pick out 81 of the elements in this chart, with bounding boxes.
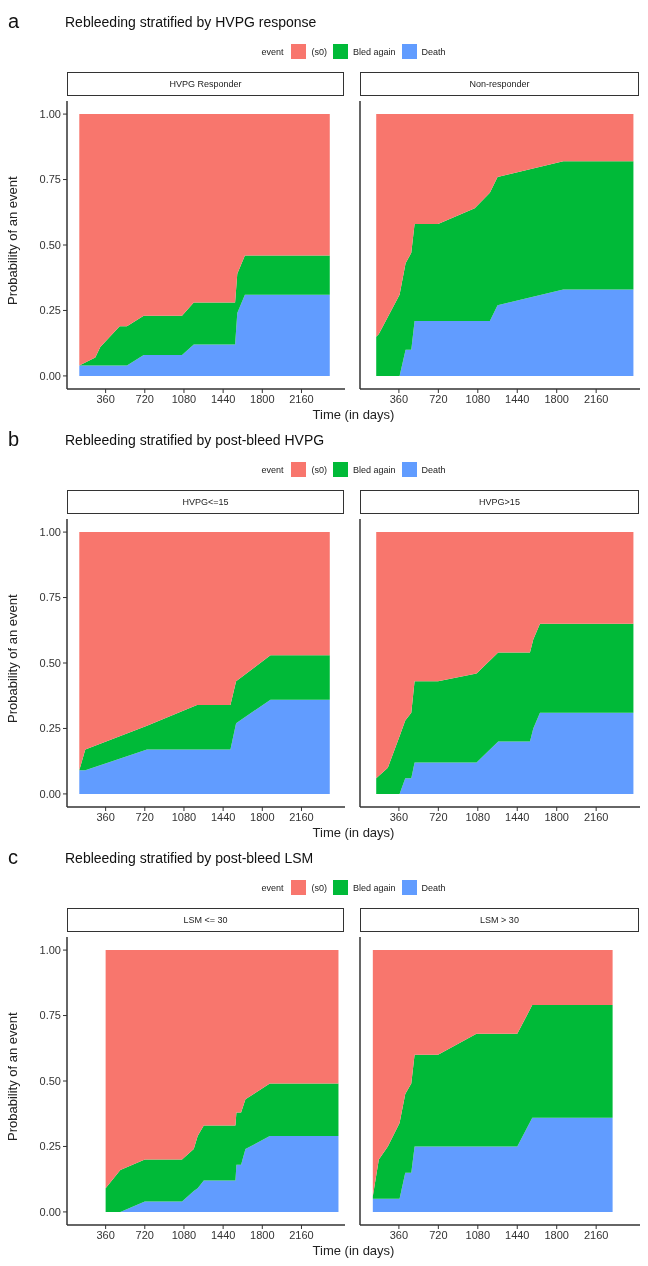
legend-title: event	[261, 46, 284, 57]
y-axis-title: Probability of an event	[4, 1011, 20, 1141]
y-tick-label: 0.75	[39, 1009, 61, 1022]
chart-title: Rebleeding stratified by post-bleed LSM	[65, 850, 314, 866]
legend-label: Bled again	[352, 882, 396, 893]
x-tick-label: 1440	[210, 1228, 236, 1241]
x-tick-label: 2160	[583, 1228, 609, 1241]
chart-subtitle: LSM <= 30	[67, 908, 344, 932]
x-tick-label: 2160	[289, 1228, 314, 1241]
x-tick-label: 1080	[465, 810, 491, 823]
chart-subtitle: HVPG<=15	[67, 490, 344, 514]
y-tick-label: 0.50	[39, 1074, 61, 1087]
legend-title: event	[261, 882, 284, 893]
x-tick-label: 1080	[465, 392, 491, 405]
x-tick-label: 2160	[583, 810, 609, 823]
x-tick-label: 1800	[544, 810, 569, 823]
x-tick-label: 720	[429, 810, 448, 823]
x-tick-label: 1080	[465, 1228, 491, 1241]
legend-label: Bled again	[352, 464, 396, 475]
legend-label: Death	[421, 882, 446, 893]
x-tick-label: 1800	[250, 392, 275, 405]
x-tick-label: 1080	[171, 392, 197, 405]
x-tick-label: 1800	[544, 392, 569, 405]
x-tick-label: 1800	[250, 1228, 275, 1241]
y-tick-label: 0.00	[39, 787, 61, 800]
y-tick-label: 0.25	[39, 722, 61, 735]
x-axis-title: Time (in days)	[311, 825, 396, 840]
x-tick-label: 1440	[505, 392, 530, 405]
text: a	[8, 10, 20, 33]
y-tick-label: 0.00	[39, 1205, 61, 1218]
x-tick-label: 1440	[210, 392, 236, 405]
y-tick-label: 1.00	[39, 108, 61, 120]
x-tick-label: 360	[389, 1228, 409, 1241]
x-tick-label: 1080	[171, 1228, 197, 1241]
chart-title: Rebleeding stratified by post-bleed HVPG	[65, 432, 325, 448]
chart-subtitle: Non-responder	[360, 72, 639, 96]
y-tick-label: 1.00	[39, 526, 61, 538]
text: b	[8, 428, 20, 451]
x-tick-label: 720	[135, 392, 154, 405]
chart-subtitle: LSM > 30	[360, 908, 639, 932]
x-tick-label: 360	[96, 1228, 115, 1241]
x-tick-label: 360	[389, 392, 409, 405]
y-axis-title: Probability of an event	[4, 593, 20, 723]
y-tick-label: 0.00	[39, 369, 61, 382]
x-tick-label: 720	[135, 1228, 154, 1241]
legend-label: Bled again	[352, 46, 396, 57]
x-tick-label: 720	[429, 1228, 448, 1241]
chart-title: Rebleeding stratified by HVPG response	[65, 14, 317, 30]
y-tick-label: 0.25	[39, 1140, 61, 1153]
y-axis-title: Probability of an event	[4, 175, 20, 305]
x-tick-label: 360	[96, 392, 115, 405]
x-tick-label: 1080	[171, 810, 197, 823]
x-tick-label: 720	[429, 392, 448, 405]
y-tick-label: 0.50	[39, 656, 61, 669]
chart-subtitle: HVPG Responder	[67, 72, 344, 96]
legend-title: event	[261, 464, 284, 475]
chart-subtitle: HVPG>15	[360, 490, 639, 514]
x-tick-label: 1800	[250, 810, 275, 823]
x-tick-label: 1800	[544, 1228, 569, 1241]
x-axis-title: Time (in days)	[311, 407, 396, 422]
x-tick-label: 1440	[505, 810, 530, 823]
text: c	[8, 846, 18, 869]
legend-label: Death	[421, 46, 446, 57]
x-tick-label: 2160	[583, 392, 609, 405]
y-tick-label: 0.75	[39, 591, 61, 604]
y-tick-label: 0.50	[39, 238, 61, 251]
x-tick-label: 1440	[210, 810, 236, 823]
legend-label: Death	[421, 464, 446, 475]
y-tick-label: 0.75	[39, 173, 61, 186]
legend-label: (s0)	[311, 464, 327, 475]
x-tick-label: 720	[135, 810, 154, 823]
legend-label: (s0)	[311, 882, 327, 893]
x-tick-label: 2160	[289, 392, 314, 405]
y-tick-label: 0.25	[39, 304, 61, 317]
x-tick-label: 360	[389, 810, 409, 823]
x-axis-title: Time (in days)	[311, 1243, 396, 1258]
x-tick-label: 2160	[289, 810, 314, 823]
legend-label: (s0)	[311, 46, 327, 57]
x-tick-label: 360	[96, 810, 115, 823]
y-tick-label: 1.00	[39, 944, 61, 956]
x-tick-label: 1440	[505, 1228, 530, 1241]
